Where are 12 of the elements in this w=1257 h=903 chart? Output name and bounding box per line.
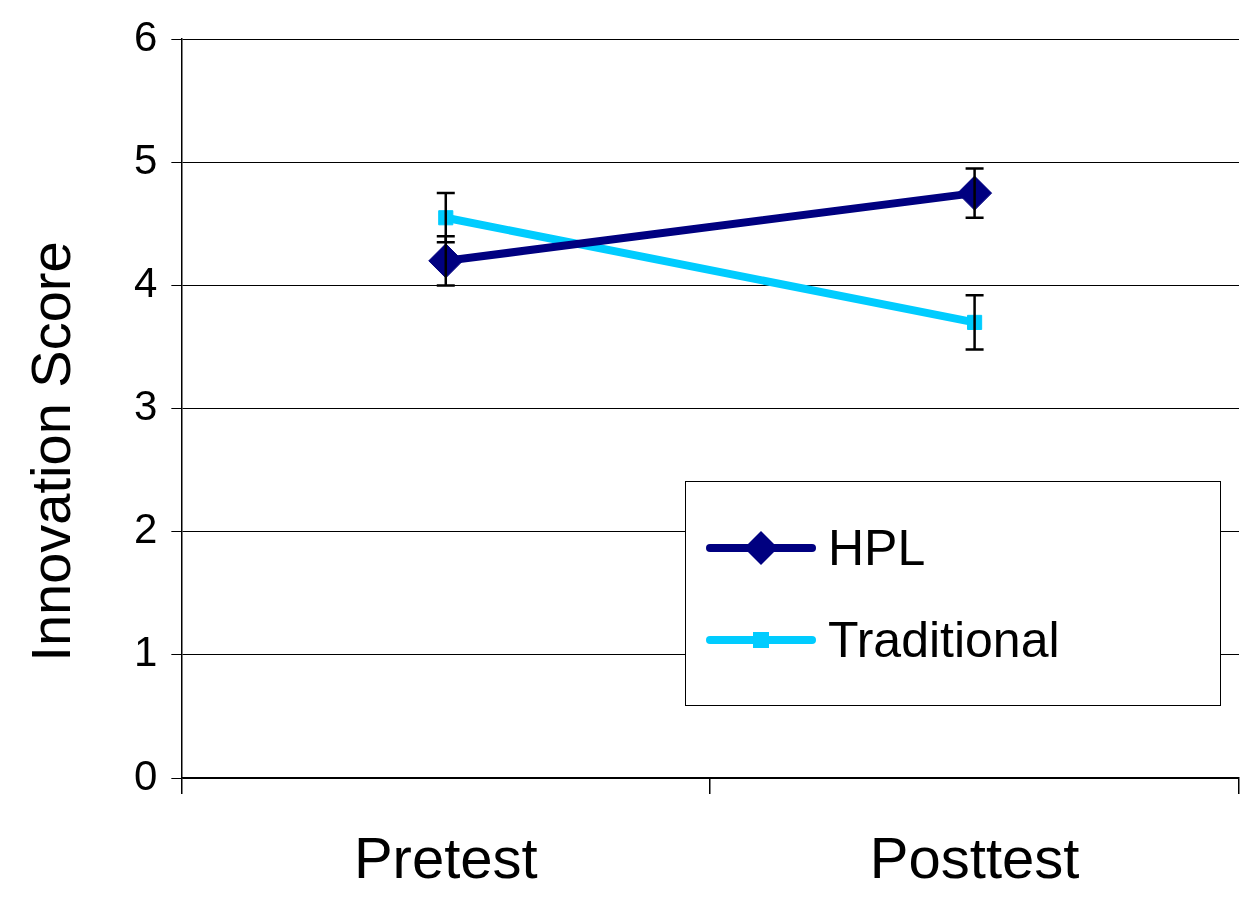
y-axis-title: Innovation Score [17,241,83,662]
y-tick-label: 0 [134,751,158,799]
x-tick-label: Pretest [353,825,538,890]
y-tick-label: 4 [134,259,158,307]
y-tick-label: 5 [134,135,158,183]
y-tick-label: 1 [134,628,158,676]
legend-label: HPL [828,519,926,577]
y-tick-label: 2 [134,505,158,553]
legend-label: Traditional [828,611,1060,669]
y-tick-label: 6 [134,12,158,60]
y-tick-label: 3 [134,382,158,430]
x-tick-label: Posttest [869,825,1080,890]
